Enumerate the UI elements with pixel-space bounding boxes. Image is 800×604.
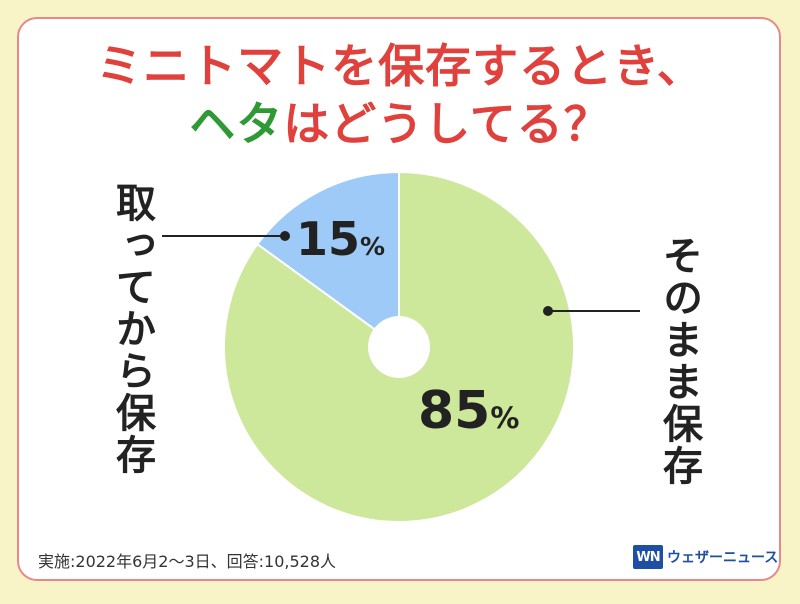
survey-footnote: 実施:2022年6月2〜3日、回答:10,528人 [38, 552, 337, 571]
label-remove-then-store: 取ってから保存 [109, 182, 155, 476]
chart-title-line2: ヘタはどうしてる？ [0, 88, 800, 154]
title-rest: はどうしてる？ [283, 97, 611, 151]
leader-remove-dot [280, 231, 290, 241]
data-label-85: 85% [418, 381, 519, 441]
pie-center-hole [368, 316, 430, 378]
leader-keep-dot [543, 306, 553, 316]
pie-slice-remove-then-store [256, 170, 400, 349]
title-highlight: ヘタ [189, 97, 284, 151]
brand-name: ウェザーニュース [667, 550, 779, 566]
weathernews-logo-icon: WN [633, 545, 663, 569]
brand: WN ウェザーニュース [633, 545, 778, 569]
chart-title-line1: ミニトマトを保存するとき、 [96, 39, 704, 93]
data-label-15: 15% [296, 212, 385, 266]
label-store-as-is: そのまま保存 [656, 235, 702, 487]
